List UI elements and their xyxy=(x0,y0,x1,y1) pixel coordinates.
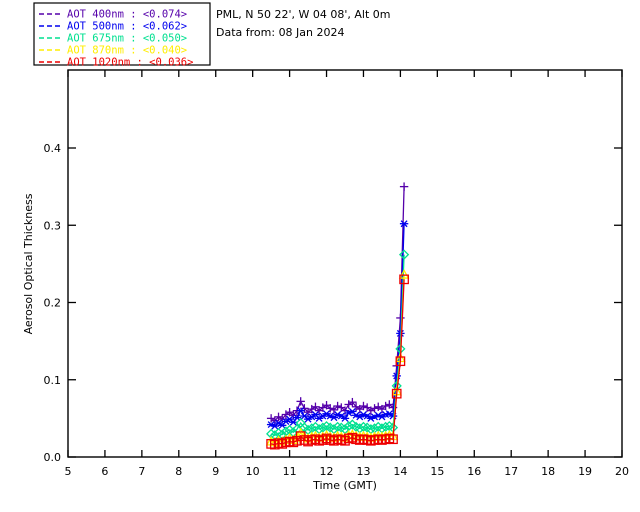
legend-label: AOT 1020nm : <0.036> xyxy=(67,57,193,69)
y-axis-label: Aerosol Optical Thickness xyxy=(22,193,35,334)
legend-label: AOT 675nm : <0.050> xyxy=(67,33,187,45)
data-marker xyxy=(286,415,294,423)
x-tick-label: 10 xyxy=(246,465,260,478)
data-marker xyxy=(363,412,371,420)
x-tick-label: 18 xyxy=(541,465,555,478)
x-tick-label: 7 xyxy=(138,465,145,478)
x-tick-label: 15 xyxy=(430,465,444,478)
data-marker xyxy=(385,410,393,418)
title-line-date: Data from: 08 Jan 2024 xyxy=(216,26,345,39)
data-marker xyxy=(311,411,319,418)
legend-entry-870nm: AOT 870nm : <0.040> xyxy=(39,45,187,57)
data-marker xyxy=(391,388,402,399)
data-marker xyxy=(334,411,342,418)
data-marker xyxy=(275,419,283,427)
data-marker xyxy=(300,412,308,420)
series-aot-400nm xyxy=(266,182,409,425)
legend-box xyxy=(33,2,211,66)
legend-entry-675nm: AOT 675nm : <0.050> xyxy=(39,33,187,45)
data-marker xyxy=(293,414,301,422)
plot-frame xyxy=(67,69,623,458)
legend-label: AOT 500nm : <0.062> xyxy=(67,21,187,33)
y-tick-label: 0.0 xyxy=(44,451,62,464)
y-tick-label: 0.1 xyxy=(44,374,62,387)
data-marker xyxy=(399,274,409,285)
x-tick-label: 14 xyxy=(393,465,407,478)
data-marker xyxy=(398,249,410,260)
series-aot-1020nm xyxy=(266,274,409,450)
data-marker xyxy=(337,412,345,420)
x-tick-label: 5 xyxy=(65,465,72,478)
data-marker xyxy=(348,407,356,415)
data-marker xyxy=(297,407,305,415)
plot-border xyxy=(67,69,623,458)
data-marker xyxy=(323,410,331,418)
data-marker xyxy=(400,220,408,228)
title-line-location: PML, N 50 22', W 04 08', Alt 0m xyxy=(216,8,390,21)
data-marker xyxy=(395,356,406,367)
data-marker xyxy=(289,418,297,426)
x-tick-label: 19 xyxy=(578,465,592,478)
y-tick-label: 0.2 xyxy=(44,297,62,310)
x-tick-label: 13 xyxy=(356,465,370,478)
data-marker xyxy=(359,411,367,418)
x-tick-label: 17 xyxy=(504,465,518,478)
legend-entry-1020nm: AOT 1020nm : <0.036> xyxy=(39,57,193,69)
x-tick-label: 8 xyxy=(175,465,182,478)
legend: AOT 400nm : <0.074>AOT 500nm : <0.062>AO… xyxy=(33,2,211,69)
legend-entry-400nm: AOT 400nm : <0.074> xyxy=(39,9,187,21)
data-series-layer xyxy=(265,182,410,450)
data-marker xyxy=(398,269,410,279)
x-axis-label: Time (GMT) xyxy=(312,479,377,492)
data-marker xyxy=(352,411,360,419)
x-tick-label: 11 xyxy=(283,465,297,478)
x-tick-label: 6 xyxy=(101,465,108,478)
data-marker xyxy=(267,421,275,429)
axis-ticks: 5 6 7 8 9 10 11 12 13 14 15 16 17 18 19 20 0.0 0.1 0.2 0.3 0… xyxy=(44,70,629,478)
series-aot-500nm xyxy=(266,220,409,430)
x-tick-label: 20 xyxy=(615,465,629,478)
x-tick-label: 9 xyxy=(212,465,219,478)
chart-title-block: PML, N 50 22', W 04 08', Alt 0m Data fro… xyxy=(216,8,390,39)
data-marker xyxy=(341,414,349,422)
legend-label: AOT 870nm : <0.040> xyxy=(67,45,187,57)
data-marker xyxy=(388,434,398,445)
data-marker xyxy=(374,411,382,419)
x-tick-label: 16 xyxy=(467,465,481,478)
legend-label: AOT 400nm : <0.074> xyxy=(67,9,187,21)
legend-entry-500nm: AOT 500nm : <0.062> xyxy=(39,21,187,33)
x-tick-label: 12 xyxy=(320,465,334,478)
y-tick-label: 0.4 xyxy=(44,142,62,155)
data-marker xyxy=(326,412,334,420)
y-tick-label: 0.3 xyxy=(44,219,62,232)
